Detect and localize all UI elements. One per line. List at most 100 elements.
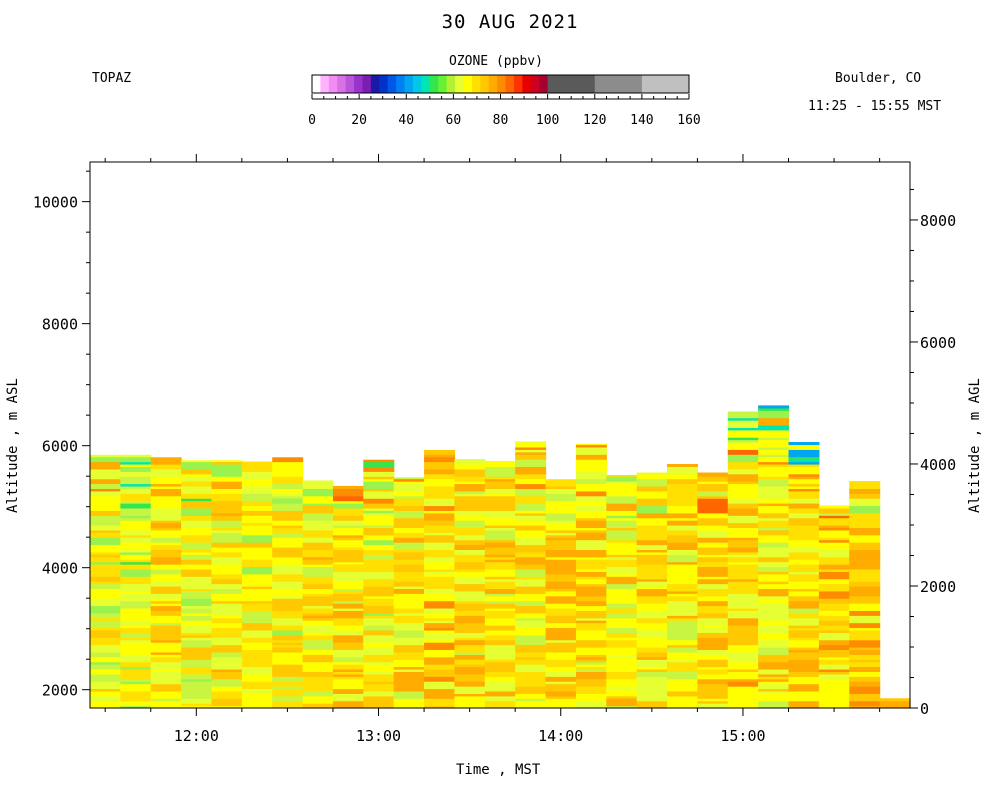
ozone-cell [849,646,881,651]
ozone-cell [606,646,638,655]
ozone-cell [211,581,243,585]
ozone-cell [636,578,668,582]
ozone-cell [241,703,273,709]
ozone-cell [90,510,121,516]
ozone-cell [90,522,121,526]
ozone-cell [272,507,304,511]
ozone-cell [727,559,759,563]
ozone-cell [424,524,456,533]
ozone-cell [818,539,850,543]
ozone-cell [272,493,304,497]
ozone-cell [758,534,790,543]
ozone-cell [241,673,273,682]
ozone-cell [606,654,638,658]
ozone-cell [484,644,516,653]
ozone-cell [302,583,334,590]
ozone-cell [667,690,699,697]
ozone-cell [393,477,425,480]
ozone-cell [818,659,850,665]
ozone-cell [697,517,729,524]
ozone-cell [454,632,486,638]
ozone-cell [332,676,364,680]
ozone-cell [393,559,425,565]
ozone-cell [545,698,577,704]
ozone-cell [211,671,243,680]
ozone-cell [393,644,425,653]
ozone-cell [697,600,729,607]
ozone-cell [302,668,334,672]
ozone-cell [667,561,699,565]
ozone-cell [181,632,213,636]
ozone-cell [363,571,395,575]
ozone-cell [636,478,668,487]
ozone-cell [90,488,121,492]
ozone-cell [363,476,395,480]
ozone-cell [818,649,850,658]
ozone-cell [606,612,638,619]
ozone-cell [545,515,577,521]
ozone-cell [788,444,820,450]
ozone-cell [515,593,547,602]
ozone-cell [758,673,790,677]
colorbar-swatch [438,75,448,93]
ozone-cell [454,610,486,616]
ozone-cell [393,566,425,572]
ozone-cell [545,588,577,592]
ozone-cell [272,581,304,590]
ozone-cell [575,539,607,543]
ozone-cell [515,488,547,494]
ozone-cell [515,483,547,489]
ozone-cell [241,573,273,582]
ozone-cell [120,681,152,685]
ozone-cell [150,573,182,582]
ozone-cell [636,551,668,555]
ozone-cell [181,534,213,543]
ozone-cell [606,556,638,560]
ozone-cell [181,481,213,487]
ozone-cell [181,693,213,699]
ozone-cell [454,637,486,641]
ozone-cell [788,646,820,651]
ozone-cell [120,488,152,494]
ozone-cell [667,542,699,550]
x-tick-label: 14:00 [538,727,583,745]
ozone-cell [363,507,395,511]
ozone-cell [424,612,456,619]
ozone-cell [849,595,881,604]
ozone-cell [302,503,334,507]
colorbar-swatch [471,75,481,93]
ozone-cell [211,500,243,507]
ozone-cell [515,659,547,665]
ozone-cell [727,600,759,609]
ozone-cell [150,457,182,465]
ozone-cell [90,612,121,619]
ozone-cell [120,678,152,682]
ozone-cell [636,651,668,658]
ozone-cell [758,678,790,682]
ozone-cell [241,595,273,602]
ozone-cell [575,443,607,446]
ozone-cell [272,642,304,646]
ozone-cell [302,615,334,619]
ozone-cell [181,568,213,577]
y-tick-label-left: 8000 [42,316,78,334]
ozone-cell [515,651,547,658]
ozone-cell [758,405,790,409]
ozone-cell [424,639,456,643]
ozone-cell [758,595,790,599]
ozone-cell [302,654,334,663]
ozone-cell [667,654,699,658]
ozone-cell [454,476,486,482]
ozone-cell [454,466,486,470]
y-tick-label-right: 2000 [920,578,956,596]
colorbar-tick-label: 100 [536,113,559,128]
ozone-cell [90,683,121,690]
ozone-cell [545,479,577,487]
ozone-cell [758,437,790,441]
ozone-cell [575,646,607,655]
colorbar-swatch [396,75,406,93]
ozone-cell [120,471,152,477]
ozone-cell [484,517,516,526]
ozone-cell [818,542,850,550]
ozone-cell [90,690,121,697]
